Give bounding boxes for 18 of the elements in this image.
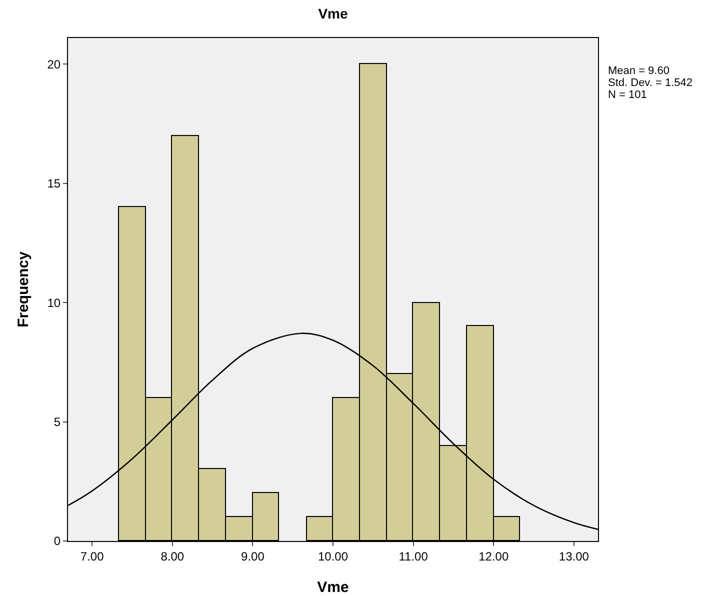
y-tick-label: 20: [47, 57, 61, 72]
x-axis-title: Vme: [317, 579, 349, 596]
x-tick-label: 10.00: [318, 549, 348, 564]
x-tick-label: 12.00: [478, 549, 509, 564]
x-tick-label: 7.00: [80, 549, 104, 564]
x-tick-label: 11.00: [398, 549, 428, 564]
y-tick-label: 15: [47, 176, 61, 191]
y-tick-label: 0: [54, 534, 61, 548]
x-tick-label: 9.00: [241, 549, 265, 564]
chart-title: Vme: [318, 6, 348, 22]
text: Std. Dev. = 1.542: [608, 77, 692, 89]
y-tick-label: 10: [47, 296, 61, 310]
y-axis-title: Frequency: [15, 250, 32, 328]
x-tick-label: 8.00: [160, 549, 184, 564]
text: N = 101: [608, 89, 647, 101]
y-tick-label: 5: [54, 415, 61, 430]
text: Mean = 9.60: [608, 65, 670, 77]
x-tick-label: 13.00: [558, 549, 590, 564]
